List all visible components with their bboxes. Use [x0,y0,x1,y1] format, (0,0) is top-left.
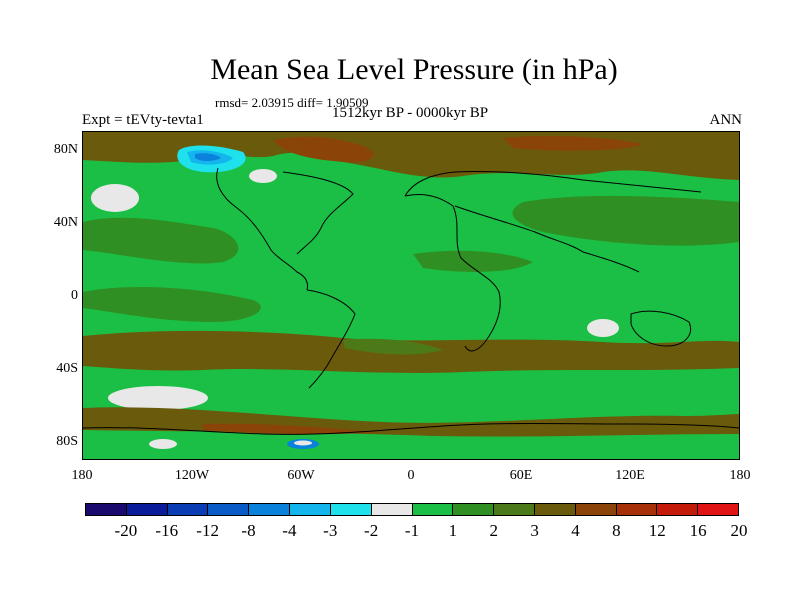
contour-greenland-neg4 [195,153,221,161]
contour-south-atlantic-3-4 [343,338,443,355]
chart-title: Mean Sea Level Pressure (in hPa) [210,53,618,86]
colorbar-label: 1 [448,521,458,540]
pressure-anomaly-map [83,132,739,459]
colorbar-label: -16 [155,521,179,540]
colorbar-box [657,504,699,515]
lat-label-0: 0 [71,288,78,303]
colorbar-box [86,504,127,515]
statistics-text: rmsd= 2.03915 diff= 1.90509 [215,95,369,110]
lon-label-60e: 60E [509,468,533,483]
contour-epacific-2-3 [83,286,261,322]
contour-arctic-8-12 [273,136,374,163]
colorbar-box [167,504,209,515]
contour-siberia-8-12 [503,136,643,151]
anomaly-contours [83,132,739,449]
colorbar-box [534,504,576,515]
colorbar-box [290,504,331,515]
colorbar-labels: -20 -16 -12 -8 -4 -3 -2 -1 1 2 3 4 8 12 16 20 [0,521,800,541]
coastline-north-america [216,167,308,291]
colorbar-box [494,504,535,515]
colorbar-label: -2 [364,521,379,540]
colorbar-label: -12 [196,521,219,540]
coastlines [83,167,739,435]
colorbar-label: 3 [530,521,539,540]
contour-indian-near-zero [587,319,619,337]
colorbar-label: -20 [114,521,138,540]
lat-label-40s: 40S [56,361,78,376]
contour-pacific-near-zero [91,184,139,212]
colorbar-label: 4 [571,521,580,540]
coastline-australia [630,310,691,347]
colorbar-label: -4 [282,521,297,540]
lat-label-80n: 80N [53,142,78,157]
lat-label-80s: 80S [56,434,78,449]
contour-npacific-2-3 [83,217,239,264]
contour-asia-2-3 [512,195,739,246]
colorbar-box [371,504,413,515]
contour-canada-near-zero [249,169,277,183]
contour-antarctic-8-12 [203,423,383,435]
coastline-eurasia-north [404,170,702,197]
colorbar-box [249,504,291,515]
lon-label-180w: 180 [71,468,93,483]
colorbar-box [412,504,454,515]
colorbar-box [575,504,617,515]
colorbar-box [126,504,168,515]
lat-label-40n: 40N [53,215,78,230]
colorbar-label: 8 [612,521,621,540]
coastline-south-america [306,289,356,389]
coastline-africa [404,193,501,352]
lon-label-180e: 180 [729,468,751,483]
colorbar-box [330,504,372,515]
colorbar-box [698,504,738,515]
coastline-eastern-na [282,171,354,255]
colorbar-box [208,504,250,515]
contour-atlantic-2-3 [413,250,533,272]
contour-ross-near-zero [294,440,312,446]
colorbar-box [616,504,658,515]
colorbar-label: 20 [730,521,748,540]
coastline-south-asia [454,205,640,273]
experiment-label: Expt = tEVty-tevta1 [82,112,204,128]
lon-label-0: 0 [407,468,415,483]
colorbar-label: 2 [489,521,499,540]
lon-label-120e: 120E [615,468,645,483]
colorbar-label: -1 [404,521,420,540]
time-period-label: 1512kyr BP - 0000kyr BP [331,105,489,121]
colorbar-box [453,504,495,515]
lon-label-120w: 120W [174,468,210,483]
colorbar-label: -3 [323,521,338,540]
coastline-antarctica [83,423,739,435]
lon-label-60w: 60W [287,468,315,483]
season-label: ANN [709,112,743,128]
colorbar-label: 16 [689,521,707,540]
contour-southern-near-zero [108,386,208,410]
colorbar [85,503,739,516]
contour-antarctic-near-zero [149,439,177,449]
map-panel [82,131,740,460]
colorbar-label: -8 [241,521,256,540]
colorbar-label: 12 [648,521,666,540]
